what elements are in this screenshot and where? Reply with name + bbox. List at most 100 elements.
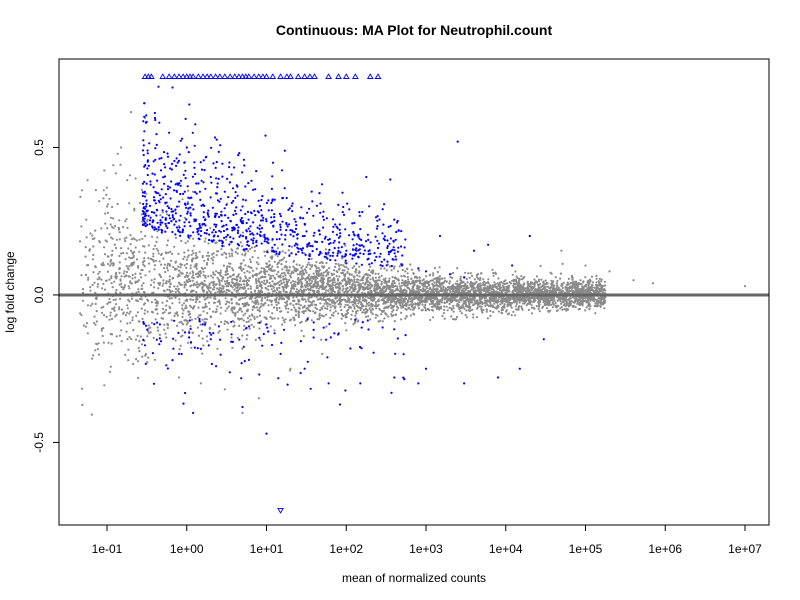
background-point xyxy=(418,282,421,285)
background-point xyxy=(230,336,233,339)
background-point xyxy=(109,216,113,219)
background-point xyxy=(225,300,229,303)
background-point xyxy=(518,278,521,281)
background-point xyxy=(353,278,356,281)
background-point xyxy=(190,346,193,349)
background-point xyxy=(199,270,202,273)
background-point xyxy=(535,281,538,284)
background-point xyxy=(127,285,130,288)
background-point xyxy=(134,272,137,275)
background-point xyxy=(540,278,543,281)
background-point xyxy=(306,285,309,288)
background-point xyxy=(285,301,288,304)
background-point xyxy=(351,303,354,306)
background-point xyxy=(149,331,152,334)
background-point xyxy=(138,238,141,241)
background-point xyxy=(423,283,427,286)
background-point xyxy=(387,315,390,318)
background-point xyxy=(365,302,369,305)
background-point xyxy=(344,322,347,325)
background-point xyxy=(205,335,209,338)
background-point xyxy=(110,277,113,280)
background-point xyxy=(108,370,111,373)
background-point xyxy=(256,315,259,318)
background-point xyxy=(355,268,358,271)
background-point xyxy=(391,280,395,283)
background-point xyxy=(549,309,552,312)
background-point xyxy=(156,312,159,315)
background-point xyxy=(238,266,241,269)
background-point xyxy=(245,303,248,306)
background-point xyxy=(251,274,254,277)
background-point xyxy=(594,302,597,305)
background-point xyxy=(367,273,370,276)
background-point xyxy=(167,251,170,254)
background-point xyxy=(439,307,443,310)
background-point xyxy=(284,274,287,277)
background-point xyxy=(161,301,164,304)
background-point xyxy=(390,300,393,303)
background-point xyxy=(181,315,184,319)
background-point xyxy=(538,310,541,313)
background-point xyxy=(281,323,284,326)
background-point xyxy=(137,264,140,268)
background-point xyxy=(518,289,522,293)
background-point xyxy=(300,285,303,289)
background-point xyxy=(237,273,240,276)
background-point xyxy=(331,286,334,289)
background-point xyxy=(249,258,252,261)
background-point xyxy=(207,242,210,245)
background-point xyxy=(315,304,318,307)
background-point xyxy=(160,263,163,266)
background-point xyxy=(485,290,488,293)
background-point xyxy=(294,324,297,327)
background-point xyxy=(602,285,605,288)
background-point xyxy=(502,299,506,302)
background-point xyxy=(425,300,428,303)
background-point xyxy=(338,267,341,270)
background-point xyxy=(581,287,584,290)
background-point xyxy=(238,280,242,283)
background-point xyxy=(559,307,562,310)
background-point xyxy=(259,271,262,274)
background-point xyxy=(300,277,303,280)
background-point xyxy=(166,326,169,330)
background-point xyxy=(120,308,124,311)
background-point xyxy=(199,282,202,285)
background-point xyxy=(472,316,475,319)
background-point xyxy=(518,301,521,304)
background-point xyxy=(152,281,156,284)
background-point xyxy=(581,301,584,304)
background-point xyxy=(132,254,135,257)
background-point xyxy=(282,278,285,281)
background-point xyxy=(196,298,199,301)
background-point xyxy=(295,303,298,306)
background-point xyxy=(546,285,550,288)
background-point xyxy=(102,264,105,267)
background-point xyxy=(554,302,557,305)
background-point xyxy=(390,304,394,307)
background-point xyxy=(106,255,109,258)
background-point xyxy=(156,249,159,252)
background-point xyxy=(461,304,464,307)
background-point xyxy=(163,323,166,326)
background-point xyxy=(207,254,211,257)
background-point xyxy=(333,269,336,272)
background-point xyxy=(224,309,227,312)
background-point xyxy=(463,307,466,310)
points-layer xyxy=(78,73,747,514)
background-point xyxy=(453,318,457,321)
background-point xyxy=(275,287,278,290)
background-point xyxy=(455,285,459,288)
background-point xyxy=(425,281,428,284)
background-point xyxy=(106,262,110,266)
background-point xyxy=(100,227,103,230)
background-point xyxy=(469,305,472,309)
background-point xyxy=(326,282,329,285)
background-point xyxy=(84,273,88,276)
background-point xyxy=(595,283,598,287)
background-point xyxy=(158,283,161,286)
background-point xyxy=(437,301,440,304)
background-point xyxy=(110,317,114,320)
